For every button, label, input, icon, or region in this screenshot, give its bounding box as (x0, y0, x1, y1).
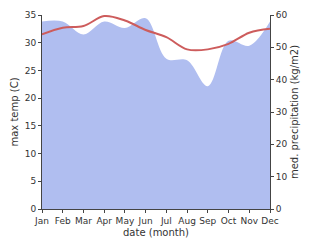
svg-text:Jul: Jul (160, 216, 172, 226)
svg-text:Aug: Aug (178, 216, 196, 226)
svg-text:Jan: Jan (34, 216, 49, 226)
svg-text:Feb: Feb (55, 216, 71, 226)
svg-text:5: 5 (30, 176, 36, 186)
svg-text:Sep: Sep (199, 216, 216, 226)
svg-text:Oct: Oct (221, 216, 237, 226)
svg-text:max temp (C): max temp (C) (9, 77, 20, 146)
svg-text:50: 50 (276, 42, 288, 52)
svg-text:25: 25 (25, 66, 36, 76)
svg-text:0: 0 (276, 204, 282, 214)
svg-text:20: 20 (276, 139, 288, 149)
svg-text:med. precipitation (kg/m2): med. precipitation (kg/m2) (289, 45, 300, 179)
svg-text:30: 30 (25, 38, 37, 48)
svg-text:Mar: Mar (75, 216, 92, 226)
svg-text:10: 10 (276, 172, 288, 182)
svg-text:10: 10 (25, 149, 37, 159)
svg-text:35: 35 (25, 10, 36, 20)
svg-text:Nov: Nov (240, 216, 258, 226)
svg-text:Jun: Jun (138, 216, 153, 226)
svg-text:60: 60 (276, 10, 288, 20)
svg-text:0: 0 (30, 204, 36, 214)
svg-text:15: 15 (25, 121, 36, 131)
svg-text:Apr: Apr (96, 216, 112, 226)
svg-text:date (month): date (month) (123, 227, 189, 238)
svg-text:May: May (116, 216, 135, 226)
svg-text:Dec: Dec (261, 216, 278, 226)
svg-text:20: 20 (25, 93, 37, 103)
svg-text:40: 40 (276, 75, 288, 85)
svg-text:30: 30 (276, 107, 288, 117)
